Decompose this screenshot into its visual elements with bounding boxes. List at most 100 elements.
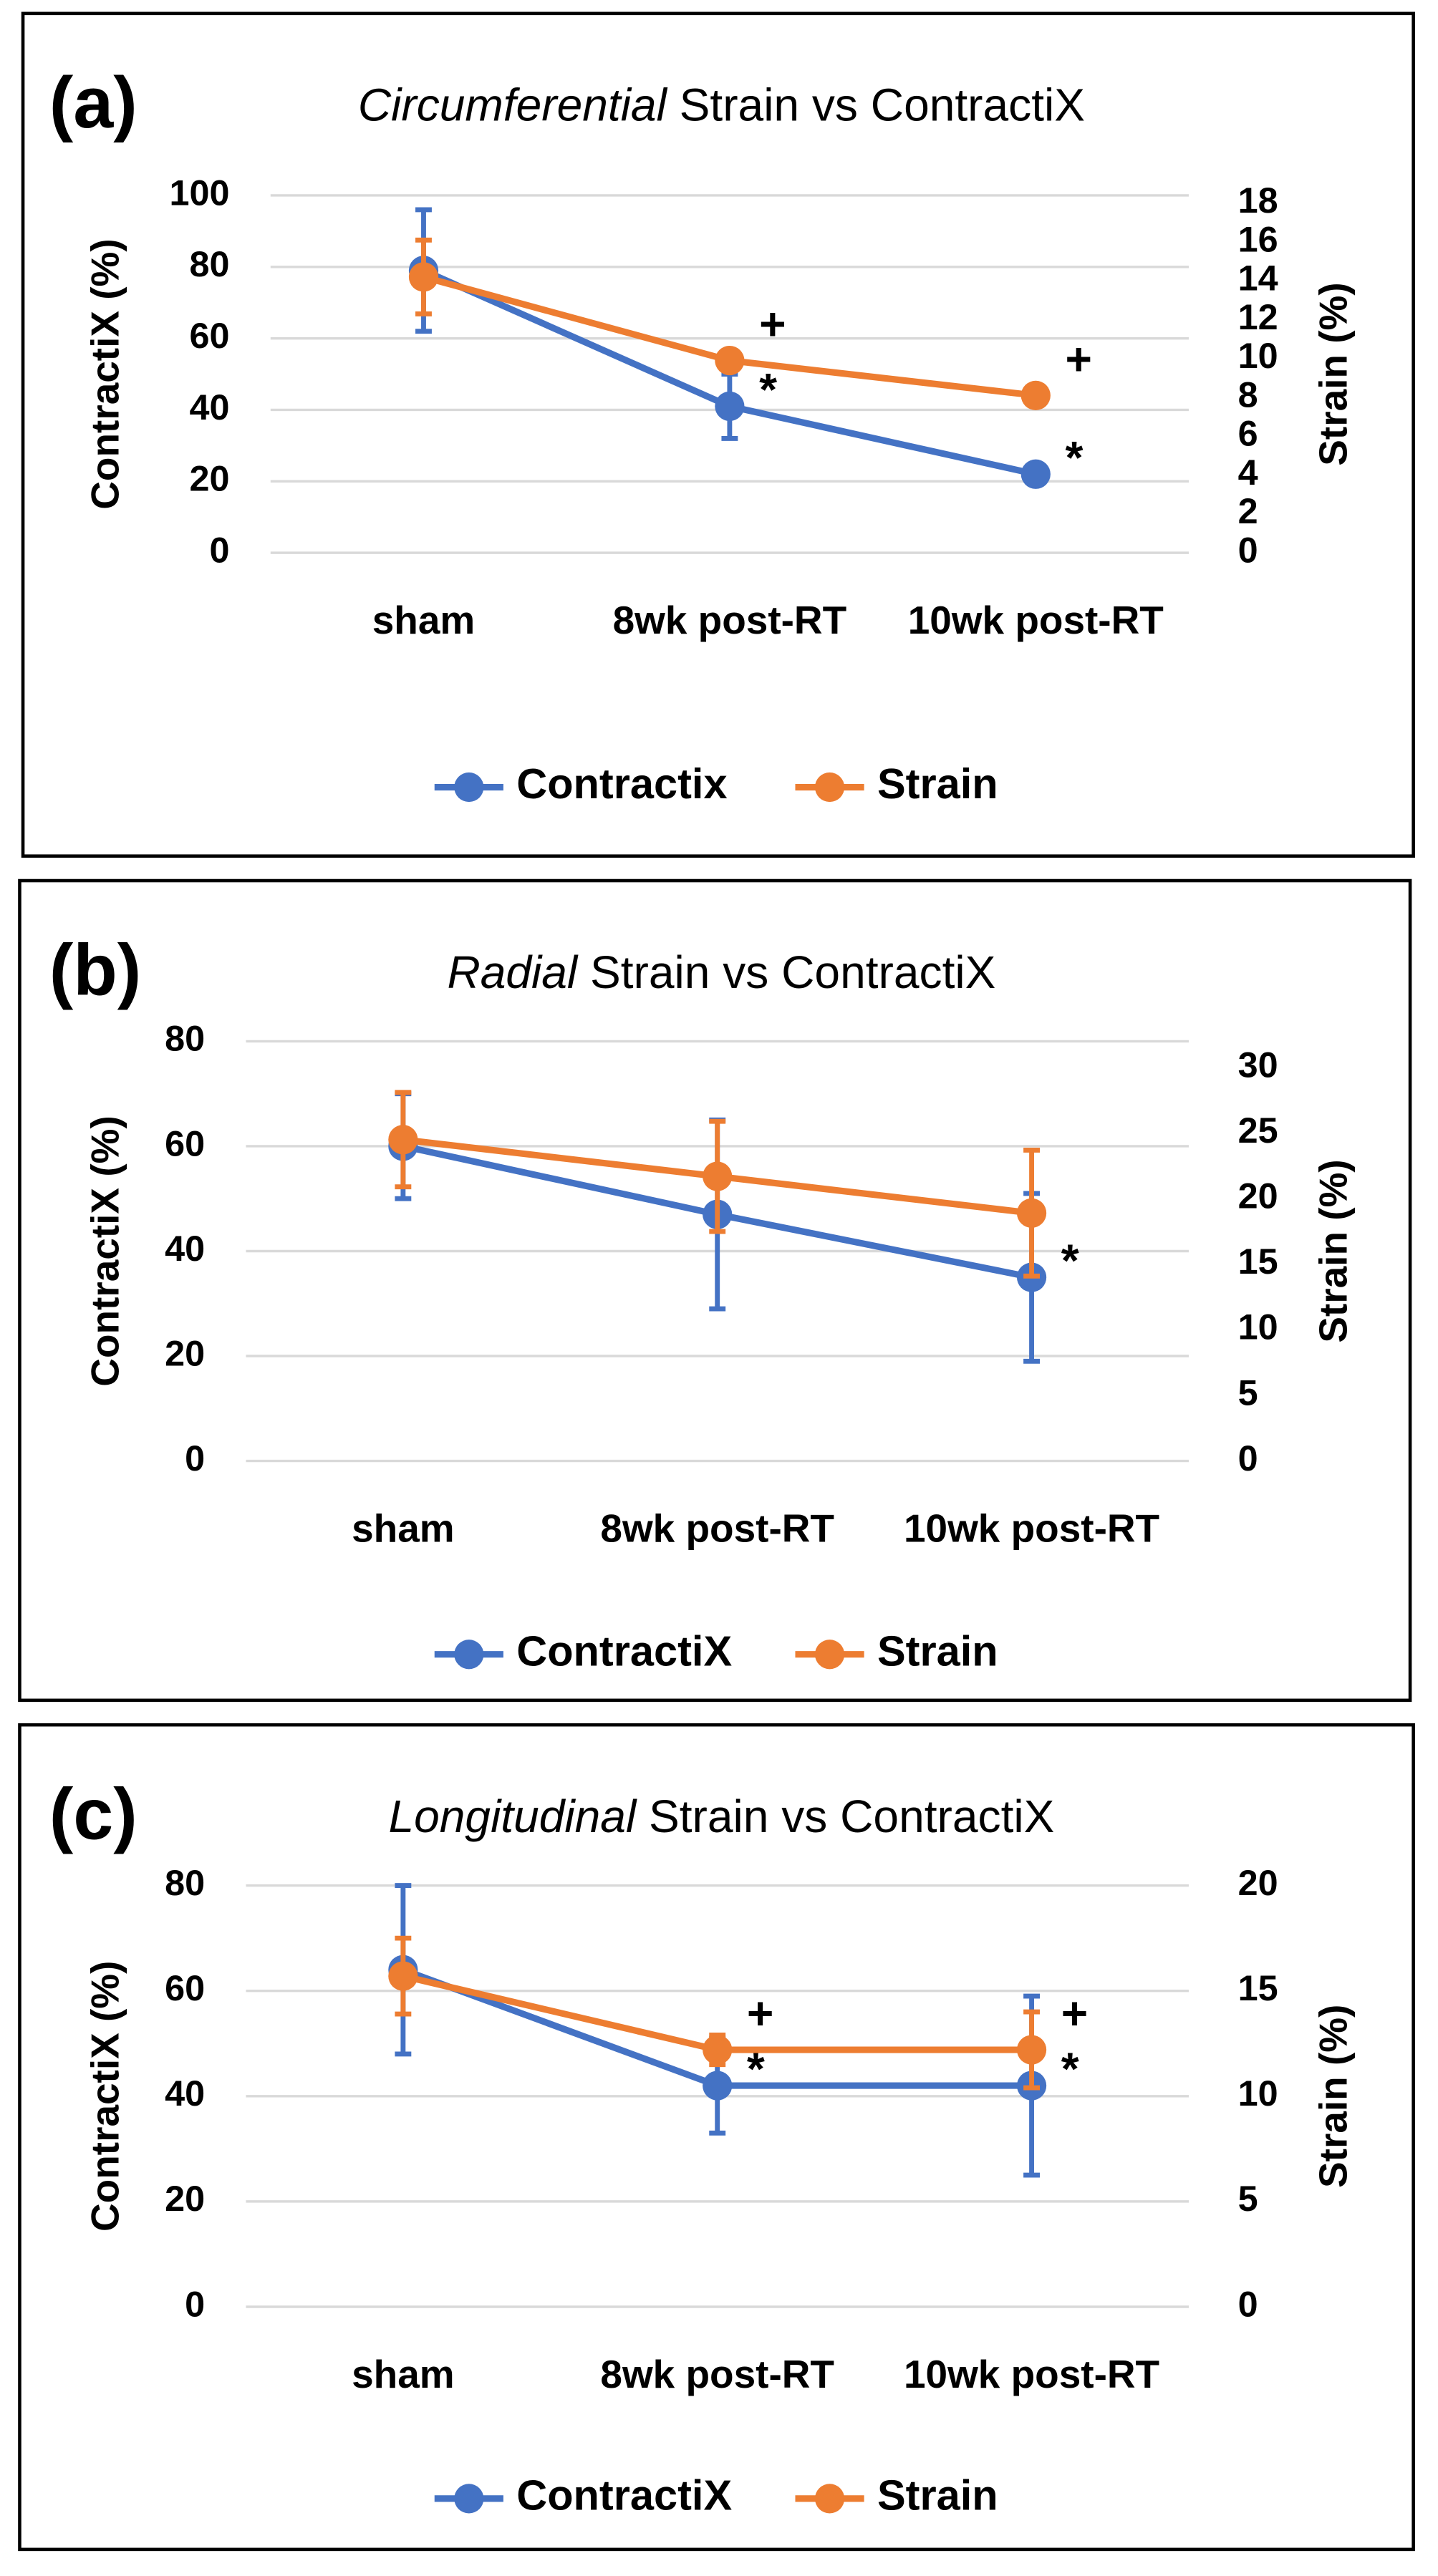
y2-tick-label: 20 — [1238, 1862, 1278, 1903]
y-tick-label: 40 — [165, 2073, 205, 2113]
title-rest: Strain vs ContractiX — [649, 1791, 1054, 1842]
x-tick-label: sham — [372, 598, 476, 642]
y-tick-label: 80 — [165, 1018, 205, 1059]
significance-marker: * — [1061, 2043, 1079, 2095]
y-tick-label: 20 — [190, 458, 230, 499]
y2-tick-label: 16 — [1238, 218, 1278, 259]
y-tick-label: 80 — [165, 1862, 205, 1903]
panel-label: (c) — [49, 1775, 137, 1855]
x-tick-label: 10wk post-RT — [904, 2352, 1159, 2396]
chart-title: Circumferential Strain vs ContractiX — [358, 79, 1085, 131]
x-tick-label: sham — [352, 1506, 455, 1551]
y-tick-label: 40 — [165, 1228, 205, 1269]
data-point — [1020, 459, 1051, 489]
y2-tick-label: 25 — [1238, 1110, 1278, 1151]
y-tick-label: 20 — [165, 2178, 205, 2219]
y2-tick-label: 12 — [1238, 296, 1278, 337]
legend-marker — [454, 1640, 484, 1670]
y2-tick-label: 18 — [1238, 180, 1278, 221]
panel-label: (b) — [49, 930, 142, 1010]
data-point — [703, 1161, 733, 1191]
legend-label: Strain — [877, 760, 998, 808]
y-axis-title: ContractiX (%) — [83, 238, 127, 509]
data-point — [1020, 380, 1051, 410]
legend-marker — [814, 772, 845, 803]
x-tick-label: 10wk post-RT — [904, 1506, 1159, 1551]
legend-marker — [454, 2484, 484, 2514]
y2-tick-label: 30 — [1238, 1044, 1278, 1085]
data-point — [1016, 2035, 1047, 2065]
y-tick-label: 60 — [165, 1967, 205, 2008]
y2-tick-label: 20 — [1238, 1176, 1278, 1216]
title-emphasis: Circumferential — [358, 79, 668, 131]
title-emphasis: Longitudinal — [388, 1791, 637, 1842]
y2-axis-title: Strain (%) — [1311, 2005, 1356, 2188]
panel-frame — [21, 11, 1415, 858]
data-point — [388, 1125, 418, 1155]
legend-marker — [814, 1640, 845, 1670]
y-tick-label: 40 — [190, 387, 230, 427]
title-rest: Strain vs ContractiX — [590, 946, 995, 998]
y2-tick-label: 10 — [1238, 1307, 1278, 1347]
y-tick-label: 0 — [210, 529, 230, 570]
legend-marker — [814, 2484, 845, 2514]
significance-marker: + — [1061, 1987, 1088, 2039]
significance-marker: + — [747, 1987, 773, 2039]
y-tick-label: 0 — [185, 1438, 205, 1478]
y-tick-label: 100 — [170, 172, 230, 213]
y-axis-title: ContractiX (%) — [83, 1115, 127, 1386]
data-point — [703, 2035, 733, 2065]
y2-tick-label: 10 — [1238, 335, 1278, 376]
x-tick-label: 8wk post-RT — [600, 2352, 834, 2396]
y2-tick-label: 0 — [1238, 1438, 1258, 1478]
y2-axis-title: Strain (%) — [1311, 282, 1356, 465]
y-tick-label: 60 — [190, 315, 230, 356]
y2-tick-label: 15 — [1238, 1967, 1278, 2008]
y2-tick-label: 6 — [1238, 413, 1258, 454]
data-point — [408, 262, 439, 292]
y2-tick-label: 14 — [1238, 258, 1278, 299]
significance-marker: + — [1065, 334, 1091, 385]
title-emphasis: Radial — [447, 946, 578, 998]
x-tick-label: 8wk post-RT — [613, 598, 847, 642]
y2-tick-label: 0 — [1238, 2283, 1258, 2324]
significance-marker: * — [1061, 1235, 1079, 1287]
panel-frame — [18, 1723, 1415, 2552]
legend-label: Strain — [877, 1627, 998, 1675]
title-rest: Strain vs ContractiX — [680, 79, 1085, 131]
legend-marker — [454, 772, 484, 803]
legend-label: Strain — [877, 2471, 998, 2519]
data-point — [703, 2071, 733, 2101]
panel-label: (a) — [49, 63, 137, 143]
chart-title: Radial Strain vs ContractiX — [447, 946, 995, 998]
data-point — [715, 345, 745, 376]
y-tick-label: 0 — [185, 2283, 205, 2324]
panel-frame — [18, 878, 1412, 1703]
data-point — [1016, 1198, 1047, 1228]
chart-title: Longitudinal Strain vs ContractiX — [388, 1791, 1054, 1842]
y2-tick-label: 5 — [1238, 2178, 1258, 2219]
y2-tick-label: 4 — [1238, 452, 1258, 493]
y-tick-label: 80 — [190, 243, 230, 284]
y2-tick-label: 2 — [1238, 490, 1258, 531]
legend-label: ContractiX — [516, 2471, 732, 2519]
x-tick-label: 10wk post-RT — [908, 598, 1164, 642]
data-point — [715, 391, 745, 422]
significance-marker: + — [759, 299, 786, 350]
x-tick-label: sham — [352, 2352, 455, 2396]
y-axis-title: ContractiX (%) — [83, 1961, 127, 2232]
x-tick-label: 8wk post-RT — [600, 1506, 834, 1551]
data-point — [388, 1961, 418, 1991]
y2-tick-label: 8 — [1238, 374, 1258, 415]
y2-axis-title: Strain (%) — [1311, 1159, 1356, 1342]
y2-tick-label: 15 — [1238, 1241, 1278, 1282]
legend-label: Contractix — [516, 760, 727, 808]
y2-tick-label: 5 — [1238, 1372, 1258, 1413]
significance-marker: * — [759, 364, 777, 415]
y-tick-label: 20 — [165, 1332, 205, 1373]
significance-marker: * — [1065, 432, 1083, 483]
y2-tick-label: 0 — [1238, 529, 1258, 570]
legend-label: ContractiX — [516, 1627, 732, 1675]
